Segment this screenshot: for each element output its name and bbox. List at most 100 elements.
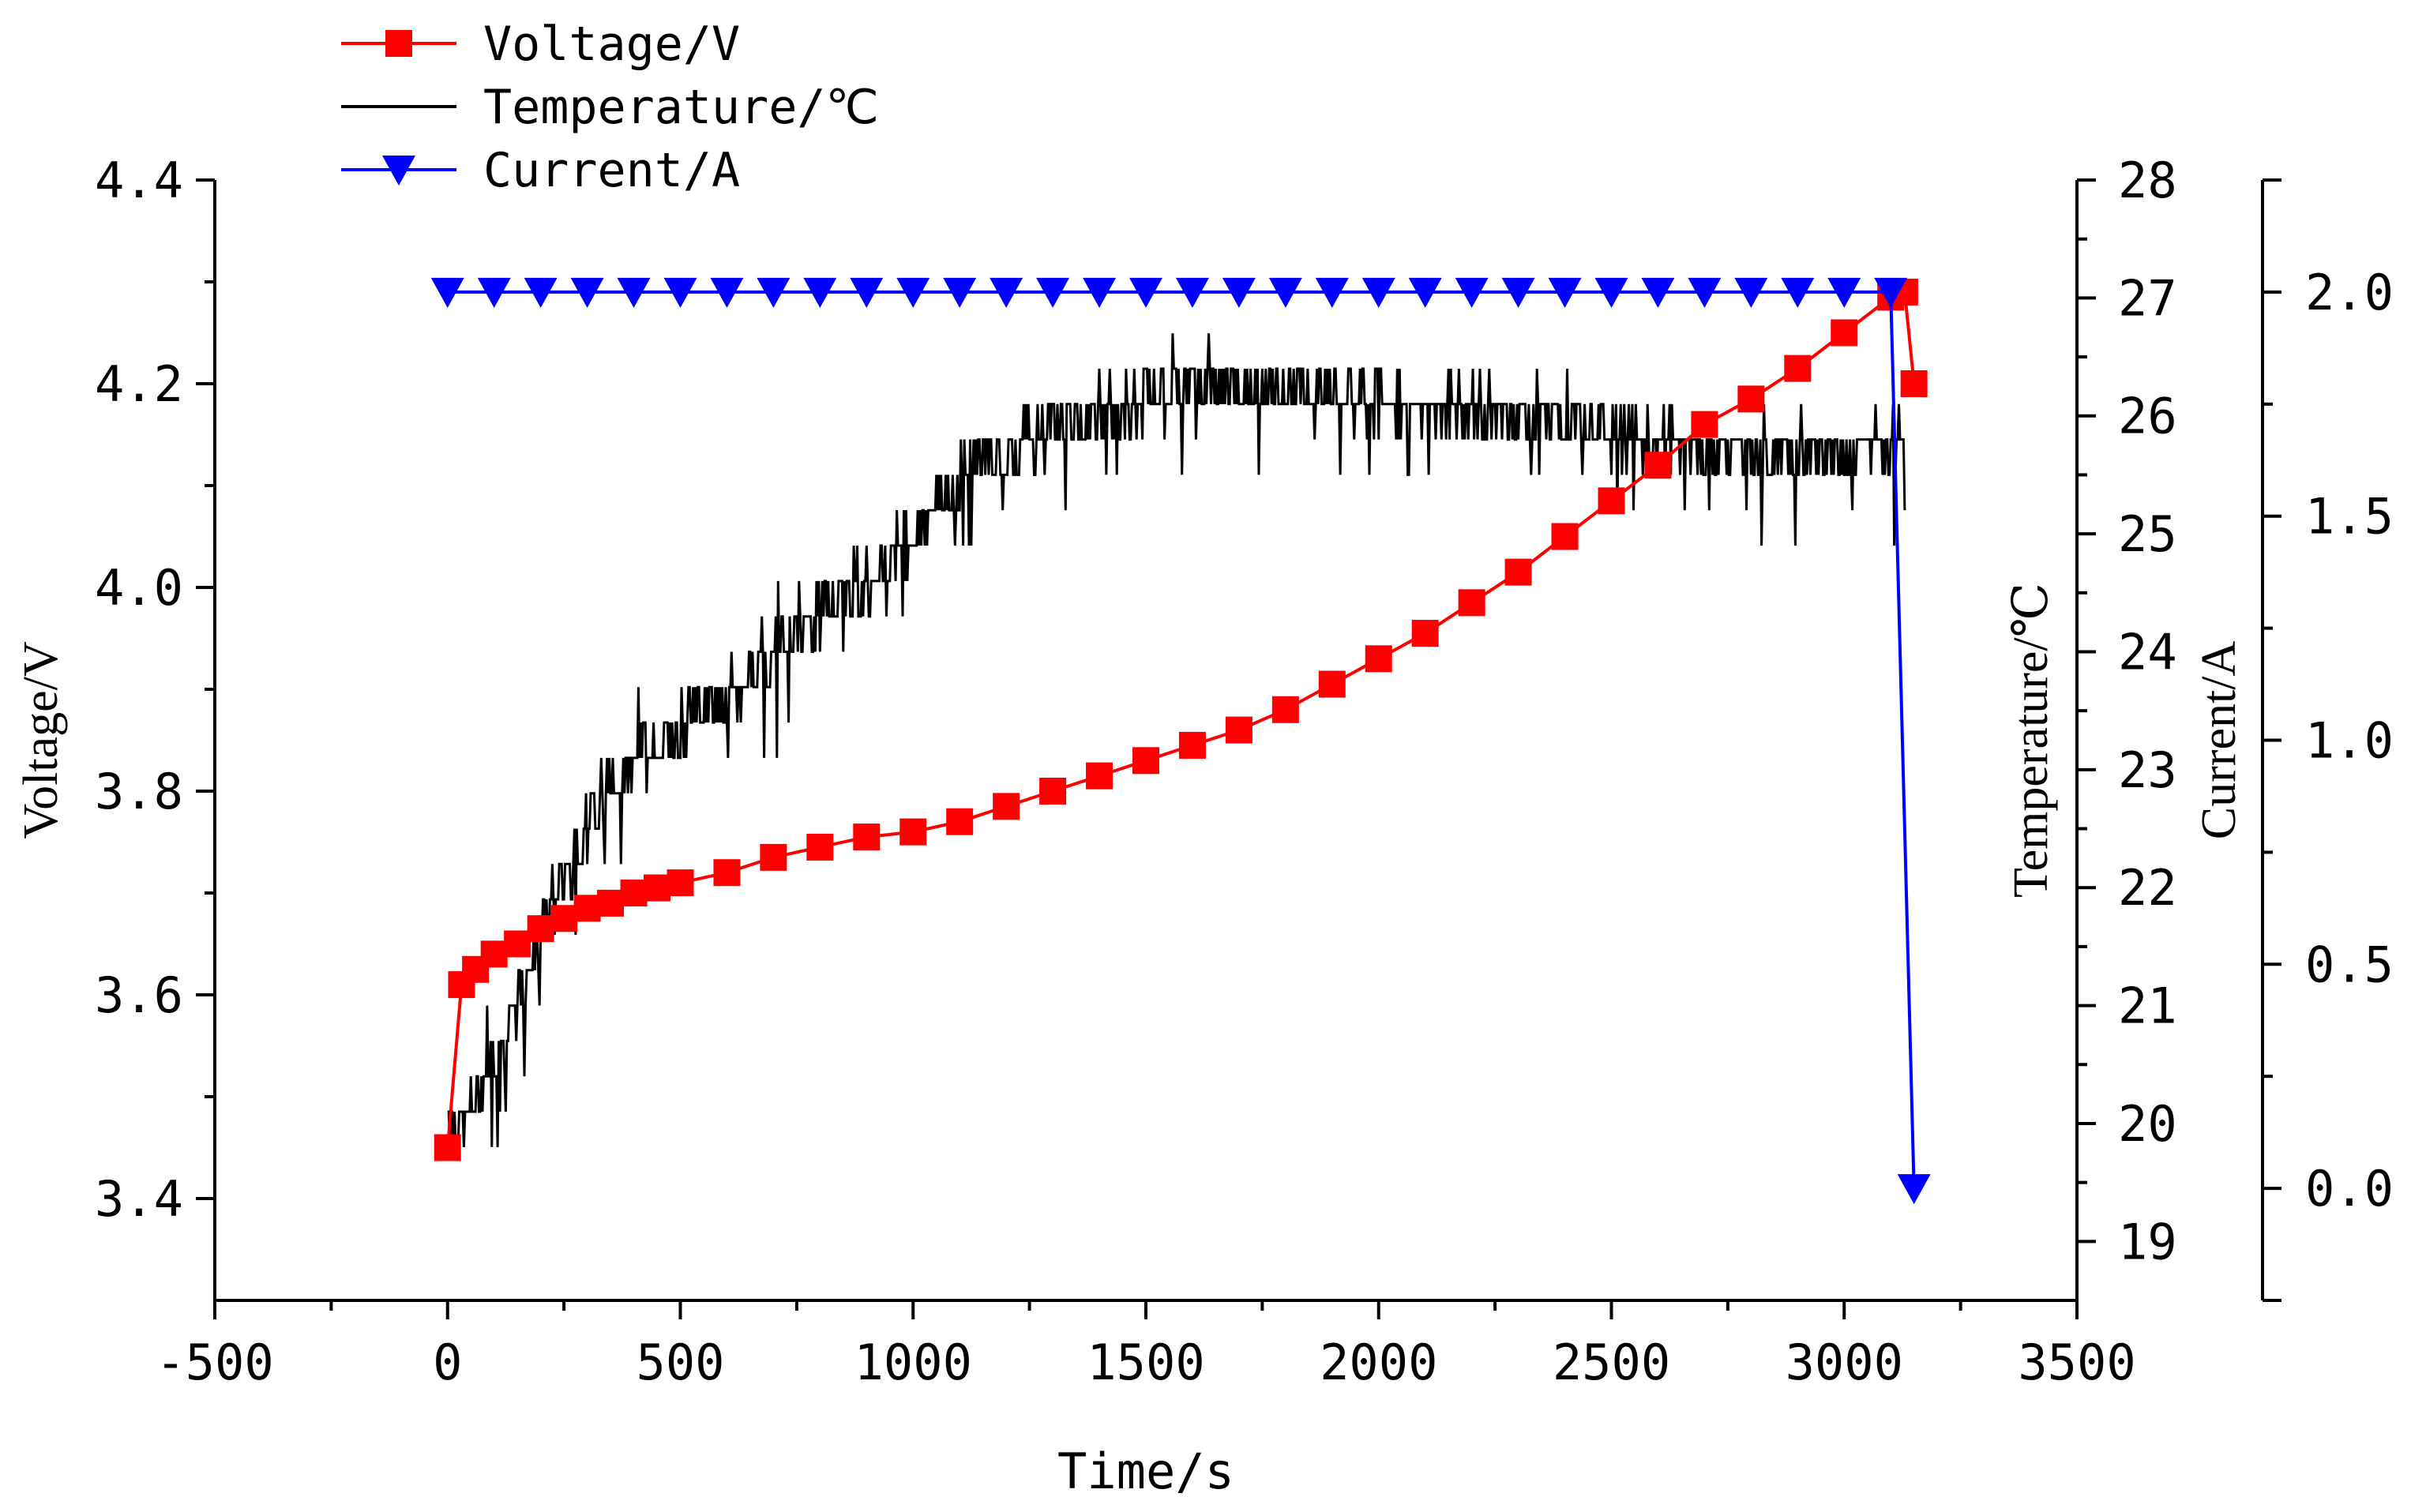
current-marker — [1175, 277, 1209, 308]
time-tick-label: 3000 — [1786, 1334, 1903, 1391]
temperature-tick-label: 23 — [2118, 741, 2177, 799]
temperature-tick-label: 27 — [2118, 269, 2177, 327]
voltage-tick-label: 3.6 — [95, 966, 183, 1024]
voltage-marker — [480, 940, 508, 968]
current-marker — [850, 277, 884, 308]
voltage-marker — [1411, 620, 1439, 647]
time-tick-label: 3500 — [2018, 1334, 2135, 1391]
voltage-marker — [1831, 319, 1858, 347]
current-marker — [1315, 277, 1349, 308]
current-marker — [710, 277, 744, 308]
voltage-marker — [1225, 716, 1252, 744]
axes-layer: 3.4 3.6 3.8 4.0 4.2 4.4 Voltage/V -500 0 500 1000 1… — [14, 152, 2394, 1500]
temperature-tick-label: 20 — [2118, 1095, 2177, 1153]
current-tick-label: 0.0 — [2305, 1160, 2394, 1217]
current-marker — [1548, 277, 1582, 308]
voltage-marker — [1271, 696, 1299, 723]
current-marker — [1268, 277, 1302, 308]
voltage-marker — [620, 880, 648, 906]
legend-current-marker — [382, 156, 415, 186]
current-series — [430, 277, 1931, 1205]
time-tick-label: 2500 — [1553, 1334, 1670, 1391]
temperature-tick-label: 22 — [2118, 859, 2177, 917]
current-marker — [1036, 277, 1070, 308]
voltage-tick-label: 4.0 — [95, 559, 183, 617]
voltage-marker — [1178, 731, 1206, 759]
voltage-marker — [550, 905, 578, 932]
current-marker — [943, 277, 977, 308]
voltage-marker — [713, 859, 741, 887]
current-marker — [803, 277, 837, 308]
temperature-tick-label: 21 — [2118, 977, 2177, 1035]
temperature-tick-label: 26 — [2118, 388, 2177, 445]
voltage-marker — [1458, 589, 1485, 617]
voltage-marker — [434, 1134, 461, 1161]
legend-voltage-marker — [385, 30, 412, 57]
time-tick-label: 500 — [637, 1334, 725, 1391]
voltage-marker — [946, 808, 974, 835]
current-marker — [1874, 277, 1908, 308]
voltage-tick-label: 3.8 — [95, 763, 183, 820]
voltage-marker — [1737, 385, 1765, 413]
time-tick-label: 2000 — [1320, 1334, 1437, 1391]
current-tick-label: 0.5 — [2305, 936, 2394, 993]
voltage-marker — [1598, 487, 1625, 515]
current-tick-label: 1.5 — [2305, 488, 2394, 546]
current-marker — [570, 277, 604, 308]
temperature-axis-title: Temperature/℃ — [2004, 583, 2058, 898]
voltage-marker — [573, 895, 601, 922]
voltage-marker — [1900, 370, 1928, 397]
voltage-marker — [899, 818, 927, 846]
temperature-tick-label: 24 — [2118, 623, 2177, 681]
current-marker — [757, 277, 791, 308]
voltage-marker — [644, 874, 671, 902]
time-axis-title: Time/s — [1057, 1443, 1234, 1500]
voltage-marker — [527, 915, 554, 943]
current-axis-title: Current/A — [2192, 641, 2246, 840]
legend-voltage-label: Voltage/V — [483, 17, 740, 72]
temperature-tick-label: 25 — [2118, 505, 2177, 563]
current-marker — [896, 277, 930, 308]
voltage-marker — [1318, 670, 1346, 698]
current-marker — [1594, 277, 1628, 308]
voltage-marker — [1039, 778, 1067, 805]
voltage-axis-title: Voltage/V — [14, 641, 68, 839]
current-marker — [1641, 277, 1675, 308]
current-marker — [1734, 277, 1768, 308]
current-marker — [477, 277, 511, 308]
voltage-marker — [1784, 355, 1812, 382]
legend: Voltage/V Temperature/℃ Current/A — [341, 17, 879, 198]
current-marker — [1083, 277, 1117, 308]
voltage-marker — [1086, 762, 1113, 790]
voltage-marker — [1365, 645, 1392, 673]
temperature-line — [447, 333, 1906, 1149]
time-tick-label: 0 — [433, 1334, 462, 1391]
voltage-tick-label: 4.4 — [95, 152, 183, 209]
current-marker — [663, 277, 697, 308]
current-marker — [990, 277, 1023, 308]
current-marker — [1361, 277, 1395, 308]
voltage-marker — [667, 869, 694, 897]
voltage-marker — [1691, 411, 1718, 438]
time-tick-label: 1000 — [854, 1334, 972, 1391]
temperature-tick-label: 19 — [2118, 1213, 2177, 1270]
current-marker — [1827, 277, 1861, 308]
current-marker — [1501, 277, 1535, 308]
voltage-marker — [1504, 558, 1532, 586]
current-marker — [617, 277, 651, 308]
current-marker — [1455, 277, 1489, 308]
current-tick-label: 1.0 — [2305, 712, 2394, 770]
current-marker — [1781, 277, 1815, 308]
current-marker — [1222, 277, 1256, 308]
voltage-marker — [1132, 747, 1159, 775]
current-marker — [524, 277, 558, 308]
temperature-series — [447, 333, 1906, 1149]
current-tick-label: 2.0 — [2305, 264, 2394, 321]
voltage-marker — [993, 793, 1020, 820]
voltage-marker — [760, 843, 787, 871]
time-tick-label: -500 — [156, 1334, 273, 1391]
current-marker — [430, 277, 464, 308]
current-marker — [1688, 277, 1722, 308]
voltage-marker — [597, 889, 625, 917]
